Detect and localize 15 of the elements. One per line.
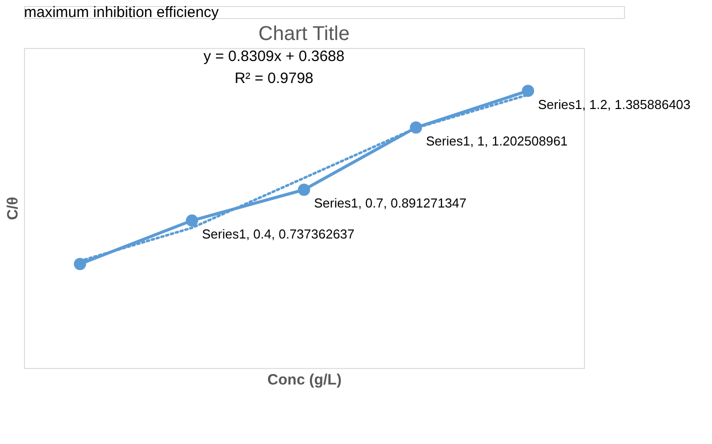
annotation: R² = 0.9798 bbox=[234, 70, 314, 87]
data-label: Series1, 0.7, 0.891271347 bbox=[314, 196, 467, 211]
x-axis-title: Conc (g/L) bbox=[267, 372, 342, 388]
text: maximum inhibition efficiency bbox=[24, 4, 220, 21]
point bbox=[186, 214, 198, 227]
chart-title: Chart Title bbox=[258, 23, 350, 45]
y-axis-title: C/θ bbox=[4, 196, 22, 220]
data-label: Series1, 1, 1.202508961 bbox=[426, 134, 568, 148]
data-label: Series1, 1.2, 1.385886403 bbox=[538, 96, 691, 112]
data-label: Series1, 0.4, 0.737362637 bbox=[202, 226, 355, 242]
point bbox=[298, 184, 310, 196]
annotation: y = 0.8309x + 0.3688 bbox=[204, 48, 344, 65]
point bbox=[410, 121, 422, 134]
point bbox=[74, 258, 86, 270]
point bbox=[522, 84, 534, 97]
